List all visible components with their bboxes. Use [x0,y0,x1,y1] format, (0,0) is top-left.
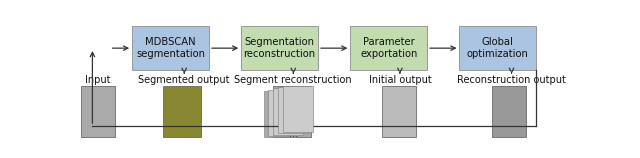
FancyBboxPatch shape [278,87,308,133]
FancyBboxPatch shape [381,86,416,137]
Text: Segmented output: Segmented output [138,75,230,85]
Text: Global
optimization: Global optimization [467,37,529,59]
FancyBboxPatch shape [460,26,536,70]
FancyBboxPatch shape [273,86,311,137]
FancyBboxPatch shape [350,26,428,70]
FancyBboxPatch shape [269,90,298,136]
Text: Input: Input [84,75,110,85]
Text: Initial output: Initial output [369,75,431,85]
FancyBboxPatch shape [273,88,303,135]
FancyBboxPatch shape [163,86,201,137]
FancyBboxPatch shape [81,86,115,137]
Text: Segment reconstruction: Segment reconstruction [234,75,352,85]
FancyBboxPatch shape [132,26,209,70]
Text: MDBSCAN
segmentation: MDBSCAN segmentation [136,37,205,59]
Text: Parameter
exportation: Parameter exportation [360,37,417,59]
FancyBboxPatch shape [284,86,313,132]
FancyBboxPatch shape [264,91,293,137]
Text: ...: ... [289,129,298,139]
FancyBboxPatch shape [241,26,318,70]
Text: Segmentation
reconstruction: Segmentation reconstruction [244,37,316,59]
FancyBboxPatch shape [492,86,526,137]
Text: Reconstruction output: Reconstruction output [457,75,566,85]
